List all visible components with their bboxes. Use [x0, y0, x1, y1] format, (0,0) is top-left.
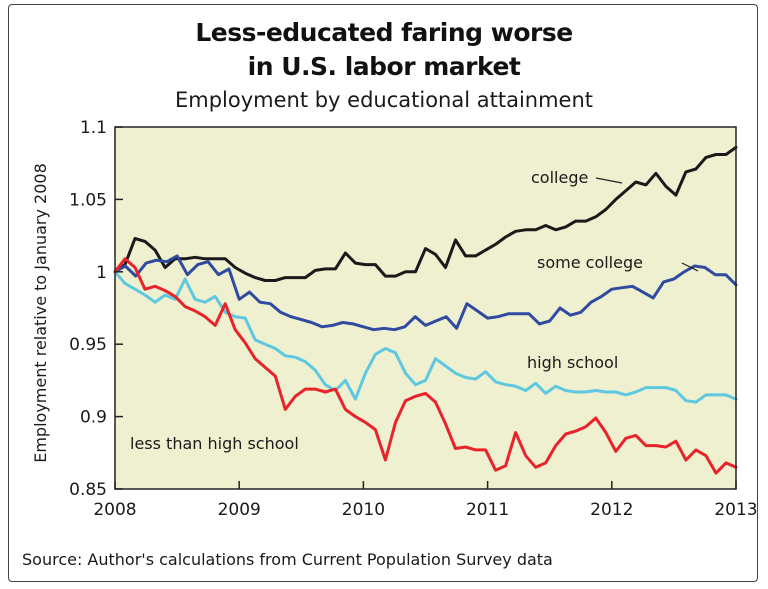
chart-subtitle: Employment by educational attainment — [174, 88, 594, 112]
y-tick-label: 0.95 — [69, 335, 107, 355]
chart-title-line-1: Less-educated faring worse — [195, 18, 573, 47]
series-line-some-college — [113, 254, 738, 332]
series-label-some-college: some college — [537, 253, 643, 272]
x-tick-label: 2009 — [218, 500, 261, 520]
x-tick-label: 2012 — [590, 500, 633, 520]
x-tick-label: 2011 — [466, 500, 509, 520]
x-tick-label: 2008 — [93, 500, 136, 520]
series-label-less-than-high-school: less than high school — [130, 434, 299, 453]
y-tick-label: 0.9 — [80, 408, 107, 428]
series-label-leader — [681, 262, 699, 272]
series-label-leader — [595, 177, 623, 184]
y-tick-label: 1.05 — [69, 190, 107, 210]
y-axis-label: Employment relative to January 2008 — [31, 163, 50, 463]
source-note: Source: Author's calculations from Curre… — [22, 550, 553, 569]
series-label-high-school: high school — [527, 353, 618, 372]
series-line-college — [113, 145, 738, 282]
x-tick-label: 2013 — [714, 500, 757, 520]
y-tick-label: 1.1 — [80, 118, 107, 138]
series-label-college: college — [531, 168, 588, 187]
series-line-high-school — [113, 270, 738, 404]
series-line-less-than-high-school — [113, 257, 738, 475]
x-tick-label: 2010 — [342, 500, 385, 520]
chart-title-line-2: in U.S. labor market — [247, 52, 521, 81]
plot-area — [115, 127, 736, 489]
y-tick-label: 1 — [96, 263, 107, 283]
y-tick-label: 0.85 — [69, 480, 107, 500]
plot-border — [114, 126, 737, 490]
